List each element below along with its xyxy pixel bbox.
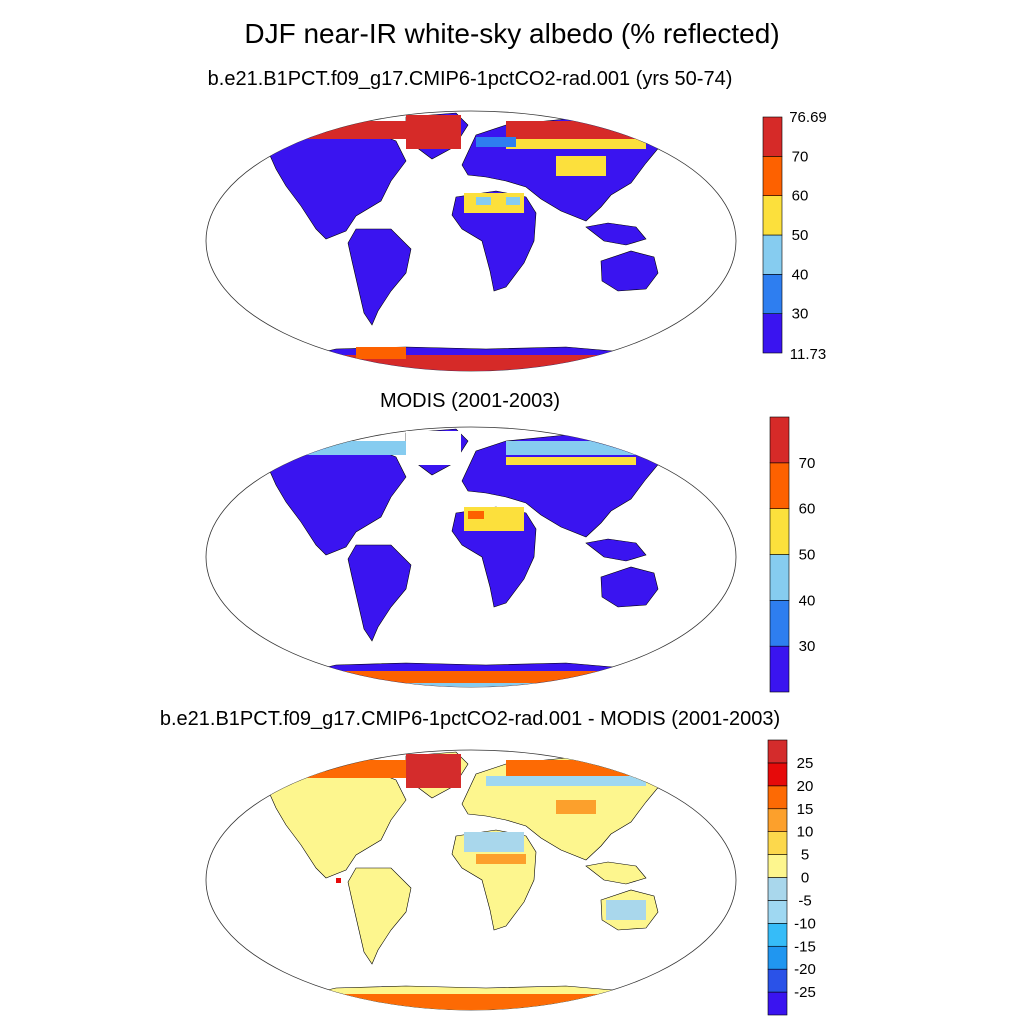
band-eurasia-mid (506, 457, 636, 465)
colorbar-swatch (762, 234, 783, 275)
colorbar-tick-label: 50 (792, 227, 809, 244)
band-antarctica (276, 994, 676, 1010)
band-eurasia-mid (506, 139, 646, 149)
band-sahara-3 (506, 197, 520, 205)
panel-1-map (205, 110, 737, 372)
colorbar-min-label: 11.73 (790, 346, 826, 363)
panel-2-title: MODIS (2001-2003) (379, 390, 561, 412)
colorbar-swatch (767, 739, 788, 764)
colorbar-tick-label: 40 (799, 592, 816, 609)
panel-1-title: b.e21.B1PCT.f09_g17.CMIP6-1pctCO2-rad.00… (207, 68, 733, 90)
band-na-north (266, 121, 416, 139)
colorbar-swatch (769, 462, 790, 509)
band-greenland (406, 754, 461, 788)
colorbar-swatch (767, 923, 788, 947)
band-antarctica (276, 355, 676, 371)
colorbar-swatch (767, 991, 788, 1016)
band-na-north (266, 441, 416, 455)
colorbar-tick-label: 15 (797, 801, 814, 818)
colorbar-tick-label: 30 (792, 306, 809, 323)
colorbar-swatch (762, 116, 783, 157)
colorbar-swatch (767, 854, 788, 878)
band-greenland (406, 115, 461, 149)
colorbar-tick-label: 50 (799, 547, 816, 564)
panel-2-map (205, 426, 737, 688)
colorbar-tick-label: 25 (797, 755, 814, 772)
main-title: DJF near-IR white-sky albedo (% reflecte… (244, 18, 780, 49)
colorbar-swatch (769, 645, 790, 693)
colorbar-swatch (762, 313, 783, 354)
colorbar-tick-label: 30 (799, 638, 816, 655)
colorbar-swatch (767, 762, 788, 787)
colorbar-tick-label: 60 (799, 501, 816, 518)
colorbar-swatch (769, 554, 790, 601)
band-antarctica-peninsula (356, 347, 406, 359)
colorbar-swatch (762, 156, 783, 196)
colorbar-swatch (767, 831, 788, 855)
colorbar-swatch (767, 945, 788, 970)
colorbar-tick-label: 20 (797, 778, 814, 795)
colorbar-swatch (767, 968, 788, 993)
colorbar-tick-label: -20 (794, 961, 816, 978)
band-sahara-2 (468, 511, 484, 519)
band-eurasia-north (506, 441, 656, 455)
colorbar-tick-label: -10 (794, 915, 816, 932)
colorbar-swatch (769, 600, 790, 647)
colorbar-tick-label: -15 (794, 938, 816, 955)
colorbar-swatch (769, 416, 790, 464)
band-sahara (464, 832, 524, 852)
band-na-north (266, 760, 416, 778)
colorbar-tick-label: 0 (801, 870, 809, 887)
colorbar-swatch (767, 808, 788, 832)
band-europe (476, 137, 516, 147)
band-sahel (476, 854, 526, 864)
band-tibet (556, 156, 606, 176)
colorbar-swatch (767, 785, 788, 810)
colorbar-tick-label: 40 (792, 266, 809, 283)
colorbar-2: 30 40 50 60 70 (769, 416, 816, 693)
panel-3-title: b.e21.B1PCT.f09_g17.CMIP6-1pctCO2-rad.00… (159, 708, 781, 730)
colorbar-swatch (767, 877, 788, 901)
colorbar-max-label: 76.69 (789, 109, 827, 126)
band-antarctica (276, 671, 676, 687)
panel-3-map (205, 749, 737, 1011)
colorbar-swatch (767, 900, 788, 924)
colorbar-3: -25 -20 -15 -10 -5 0 5 10 15 20 25 (767, 739, 816, 1016)
colorbar-swatch (769, 508, 790, 555)
band-eurasia-north (506, 760, 656, 778)
colorbar-tick-label: 70 (799, 455, 816, 472)
band-tibet (556, 800, 596, 814)
colorbar-tick-label: -5 (798, 892, 811, 909)
band-sahara-2 (476, 197, 491, 205)
band-australia (606, 900, 646, 920)
colorbar-tick-label: 10 (797, 824, 814, 841)
colorbar-1: 30 40 50 60 70 76.69 11.73 (762, 109, 827, 363)
pixel-pacific (336, 878, 341, 883)
colorbar-swatch (762, 274, 783, 314)
colorbar-tick-label: 60 (792, 188, 809, 205)
band-eurasia-mid (486, 776, 646, 786)
band-greenland (406, 431, 461, 465)
band-antarctica-edge (276, 683, 676, 687)
colorbar-swatch (762, 195, 783, 236)
colorbar-tick-label: -25 (794, 984, 816, 1001)
colorbar-tick-label: 5 (801, 847, 809, 864)
colorbar-tick-label: 70 (792, 148, 809, 165)
